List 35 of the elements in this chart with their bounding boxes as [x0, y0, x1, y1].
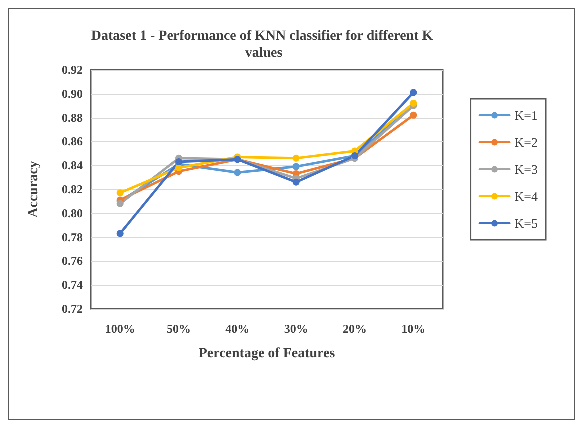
- point: [234, 169, 242, 176]
- point: [292, 178, 300, 186]
- point: [410, 89, 418, 96]
- point: [116, 190, 124, 197]
- legend-label: K=4: [514, 189, 538, 204]
- y-tick-label: 0.76: [62, 254, 83, 268]
- point: [410, 112, 418, 119]
- point: [292, 163, 300, 170]
- chart-title: Dataset 1 - Performance of KNN classifier for different K values: [91, 29, 437, 61]
- y-tick-label: 0.88: [62, 110, 83, 125]
- x-tick-label: 10%: [402, 322, 426, 336]
- legend-label: K=1: [514, 108, 538, 123]
- point: [116, 200, 124, 208]
- point: [292, 154, 300, 162]
- y-tick-label: 0.74: [62, 278, 83, 292]
- legend-label: K=3: [514, 162, 538, 177]
- y-tick-label: 0.84: [62, 158, 83, 173]
- y-axis-title: Accuracy: [26, 161, 42, 218]
- legend-label: K=2: [514, 135, 538, 150]
- x-tick-label: 30%: [284, 322, 308, 336]
- x-tick-label: 40%: [226, 322, 250, 336]
- legend-label: K=5: [514, 216, 538, 231]
- y-tick-label: 0.92: [62, 63, 83, 77]
- x-axis-title: Percentage of Features: [198, 346, 336, 362]
- x-tick-label: 50%: [167, 322, 191, 336]
- x-tick-label: 100%: [105, 322, 136, 336]
- y-tick-label: 0.78: [62, 230, 83, 244]
- x-tick-label: 20%: [343, 322, 367, 336]
- y-tick-label: 0.90: [62, 86, 83, 101]
- y-tick-label: 0.80: [62, 206, 83, 220]
- point: [176, 164, 182, 172]
- point: [116, 230, 124, 238]
- y-tick-label: 0.82: [62, 182, 83, 196]
- y-tick-label: 0.86: [62, 134, 83, 149]
- y-tick-label: 0.72: [62, 302, 83, 316]
